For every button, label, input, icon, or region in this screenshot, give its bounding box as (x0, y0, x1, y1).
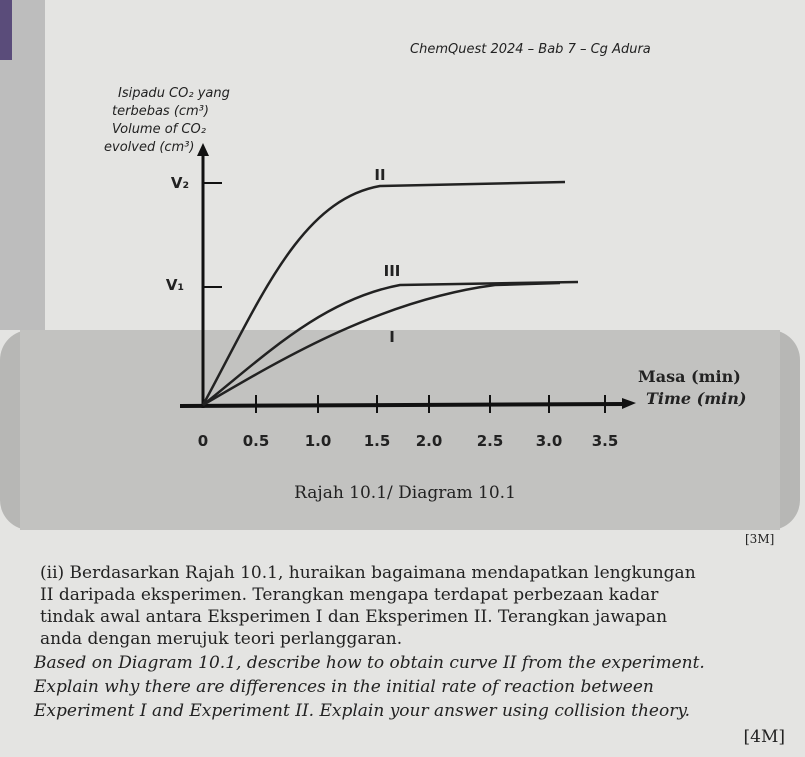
question-malay: tindak awal antara Eksperimen I dan Eksp… (40, 607, 667, 627)
x-tick-label: 1.5 (364, 432, 391, 450)
x-tick-label: 3.0 (536, 432, 563, 450)
question-english: Explain why there are differences in the… (33, 677, 654, 697)
prev-marks: [3M] (745, 532, 774, 546)
y-label: Isipadu CO₂ yang (118, 86, 230, 101)
question-english: Based on Diagram 10.1, describe how to o… (33, 653, 705, 673)
y-tick-label: V₁ (166, 276, 184, 294)
x-tick-label: 2.0 (416, 432, 443, 450)
y-label: terbebas (cm³) (112, 104, 209, 119)
y-arrow (197, 143, 209, 156)
question-malay: (ii) Berdasarkan Rajah 10.1, huraikan ba… (40, 563, 696, 583)
chart: Isipadu CO₂ yang terbebas (cm³) Volume o… (104, 86, 746, 503)
question-english: Experiment I and Experiment II. Explain … (33, 701, 690, 721)
x-tick-label: 0.5 (243, 432, 270, 450)
y-label: evolved (cm³) (104, 140, 195, 155)
y-label: Volume of CO₂ (112, 122, 206, 137)
header: ChemQuest 2024 – Bab 7 – Cg Adura (410, 42, 651, 57)
question-malay: II daripada eksperimen. Terangkan mengap… (40, 585, 659, 605)
x-tick-label: 0 (198, 432, 208, 450)
shadow-panel-inner (20, 330, 780, 530)
curve-label: II (374, 166, 385, 184)
question-malay: anda dengan merujuk teori perlanggaran. (40, 629, 402, 649)
x-tick-label: 3.5 (592, 432, 619, 450)
caption: Rajah 10.1/ Diagram 10.1 (294, 483, 516, 503)
curve-label: I (389, 328, 395, 346)
x-tick-label: 2.5 (477, 432, 504, 450)
x-tick-label: 1.0 (305, 432, 332, 450)
marks: [4M] (744, 727, 786, 747)
x-label: Time (min) (646, 389, 746, 408)
y-tick-label: V₂ (171, 174, 189, 192)
x-axis (179, 402, 626, 408)
x-arrow (622, 398, 636, 409)
curve-iii (202, 280, 579, 406)
binder-tab (0, 0, 12, 60)
curve-ii (201, 180, 566, 406)
curve-i (202, 281, 561, 407)
curve-label: III (384, 262, 401, 280)
x-label: Masa (min) (638, 367, 741, 386)
